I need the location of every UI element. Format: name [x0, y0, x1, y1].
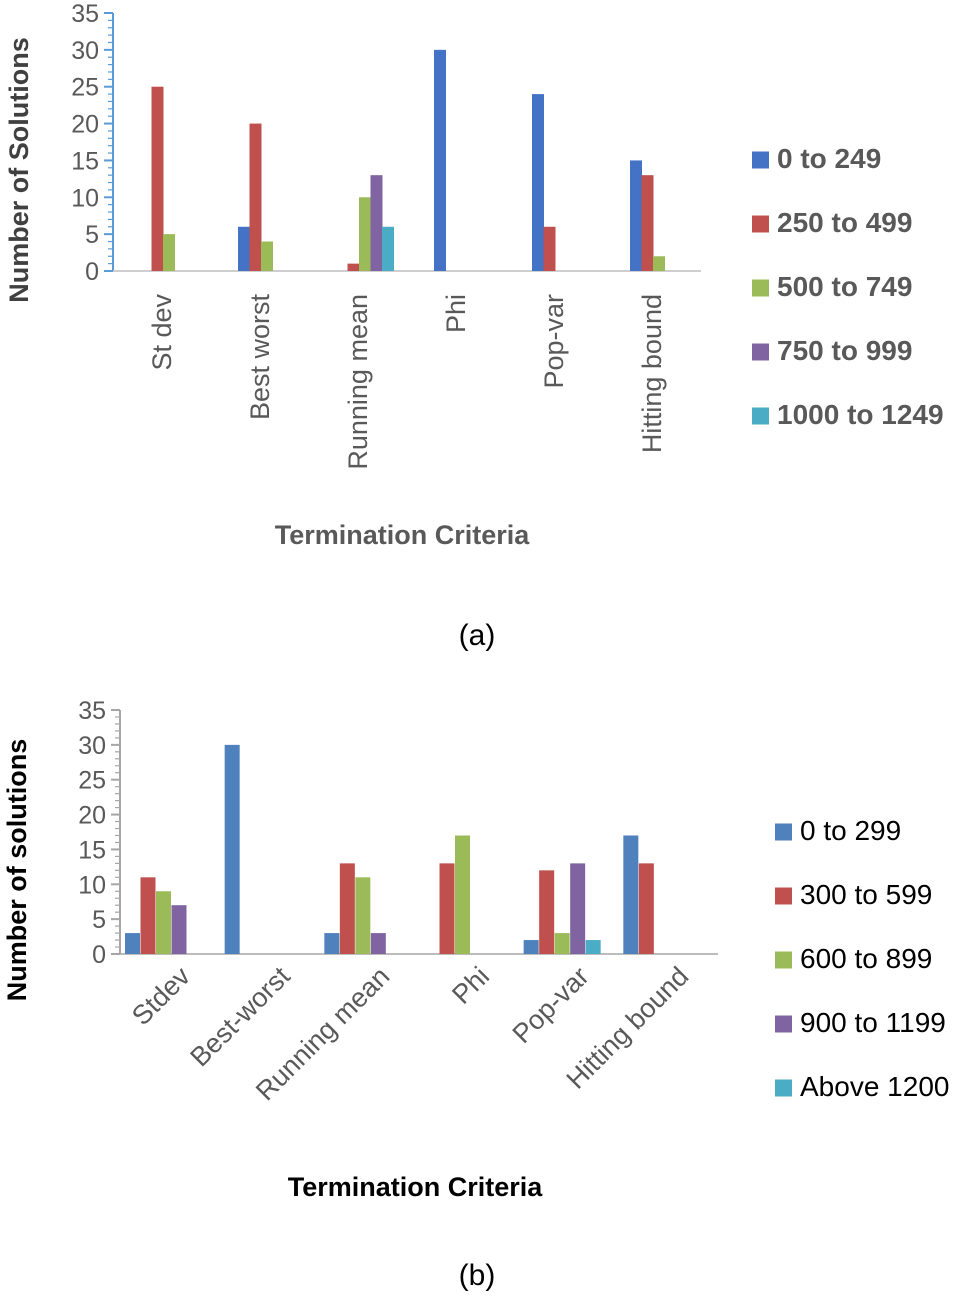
chart-b-xlabel: Termination Criteria — [288, 1172, 544, 1202]
bar-300-to-599-running-mean — [339, 863, 355, 954]
chart-a-ytick-label: 20 — [71, 111, 99, 139]
chart-b-ytick-label: 0 — [92, 941, 106, 969]
chart-b-ytick-label: 30 — [78, 732, 106, 760]
bar-300-to-599-stdev — [140, 877, 156, 954]
chart-b-ylabel: Number of solutions — [2, 739, 32, 1002]
legend-label-900-to-1199: 900 to 1199 — [800, 1007, 946, 1038]
chart-b-category-label: Phi — [446, 961, 495, 1010]
bar-300-to-599-hitting-bound — [638, 863, 654, 954]
bar-300-to-599-pop-var — [539, 870, 555, 954]
bar-600-to-899-running-mean — [355, 877, 371, 954]
bar-300-to-599-phi — [439, 863, 455, 954]
legend-swatch-600-to-899 — [775, 951, 792, 969]
legend-swatch-500-to-749 — [752, 279, 769, 297]
bar-750-to-999-running-mean — [370, 175, 383, 271]
chart-a-category-label: Pop-var — [539, 294, 569, 389]
chart-a-ytick-label: 25 — [71, 74, 99, 102]
chart-b-ytick-label: 20 — [78, 802, 106, 830]
chart-a-ytick-label: 35 — [71, 0, 99, 28]
bar-500-to-749-running-mean — [359, 197, 371, 271]
chart-b-ytick-label: 25 — [78, 767, 106, 795]
chart-a-caption: (a) — [459, 619, 496, 652]
bar-500-to-749-hitting-bound — [653, 256, 665, 271]
chart-a-ytick-label: 10 — [71, 184, 99, 212]
bar-250-to-499-hitting-bound — [641, 175, 654, 271]
bar-900-to-1199-stdev — [171, 905, 187, 954]
chart-b-ytick-label: 10 — [78, 871, 106, 899]
bar-250-to-499-running-mean — [347, 263, 360, 271]
bar-900-to-1199-running-mean — [370, 933, 386, 954]
legend-swatch-1000-to-1249 — [752, 407, 769, 425]
bar-250-to-499-pop-var — [543, 226, 556, 271]
bar-1000-to-1249-running-mean — [382, 226, 394, 271]
chart-a-category-label: Phi — [441, 294, 471, 333]
chart-a-ytick-label: 30 — [71, 37, 99, 65]
bar-0-to-249-best-worst — [238, 226, 250, 271]
legend-swatch-0-to-299 — [775, 823, 792, 841]
bar-0-to-299-running-mean — [324, 933, 340, 954]
bar-600-to-899-phi — [455, 835, 470, 954]
legend-label-0-to-299: 0 to 299 — [800, 815, 901, 846]
chart-a: 0 5 10 15 20 25 30 35 St dev Best worst Running m… — [4, 0, 944, 652]
chart-a-category-label: Running mean — [343, 294, 373, 470]
bar-0-to-249-hitting-bound — [630, 160, 642, 271]
legend-label-above-1200: Above 1200 — [800, 1071, 949, 1102]
legend-swatch-900-to-1199 — [775, 1015, 792, 1033]
bar-600-to-899-pop-var — [554, 933, 570, 954]
legend-label-0-to-249: 0 to 249 — [777, 143, 881, 174]
bar-0-to-299-best-worst — [224, 744, 240, 954]
bar-above-1200-pop-var — [585, 940, 601, 954]
legend-swatch-above-1200 — [775, 1079, 792, 1097]
chart-b-ytick-label: 15 — [78, 836, 106, 864]
chart-a-category-label: Best worst — [245, 294, 275, 421]
legend-swatch-750-to-999 — [752, 343, 769, 361]
legend-label-300-to-599: 300 to 599 — [800, 879, 932, 910]
chart-b-ytick-label: 5 — [92, 906, 106, 934]
chart-a-ytick-label: 15 — [71, 147, 99, 175]
bar-0-to-249-pop-var — [532, 94, 544, 271]
bar-500-to-749-best-worst — [261, 241, 273, 271]
bar-500-to-749-st-dev — [163, 234, 175, 271]
bar-250-to-499-st-dev — [151, 86, 164, 271]
bar-0-to-249-phi — [434, 49, 446, 271]
legend-label-600-to-899: 600 to 899 — [800, 943, 932, 974]
bar-250-to-499-best-worst — [249, 123, 262, 271]
chart-a-ytick-label: 5 — [85, 221, 99, 249]
chart-b-ytick-label: 35 — [78, 697, 106, 725]
chart-a-ylabel: Number of Solutions — [4, 37, 34, 303]
bar-600-to-899-stdev — [156, 891, 171, 954]
chart-a-ytick-label: 0 — [85, 258, 99, 286]
legend-label-750-to-999: 750 to 999 — [777, 335, 912, 366]
bar-900-to-1199-pop-var — [570, 863, 586, 954]
bar-0-to-299-pop-var — [523, 940, 539, 954]
legend-label-250-to-499: 250 to 499 — [777, 207, 912, 238]
chart-a-category-label: St dev — [147, 294, 177, 371]
chart-b-category-label: Stdev — [126, 961, 196, 1031]
chart-b-category-label: Pop-var — [507, 961, 595, 1049]
legend-swatch-300-to-599 — [775, 887, 792, 905]
legend-label-1000-to-1249: 1000 to 1249 — [777, 399, 944, 430]
legend-swatch-250-to-499 — [752, 215, 769, 233]
chart-a-xlabel: Termination Criteria — [275, 520, 531, 550]
bar-0-to-299-stdev — [125, 933, 140, 954]
bar-0-to-299-hitting-bound — [623, 835, 639, 954]
chart-b-caption: (b) — [459, 1259, 496, 1292]
legend-swatch-0-to-249 — [752, 151, 769, 169]
legend-label-500-to-749: 500 to 749 — [777, 271, 912, 302]
chart-a-category-label: Hitting bound — [637, 294, 667, 453]
